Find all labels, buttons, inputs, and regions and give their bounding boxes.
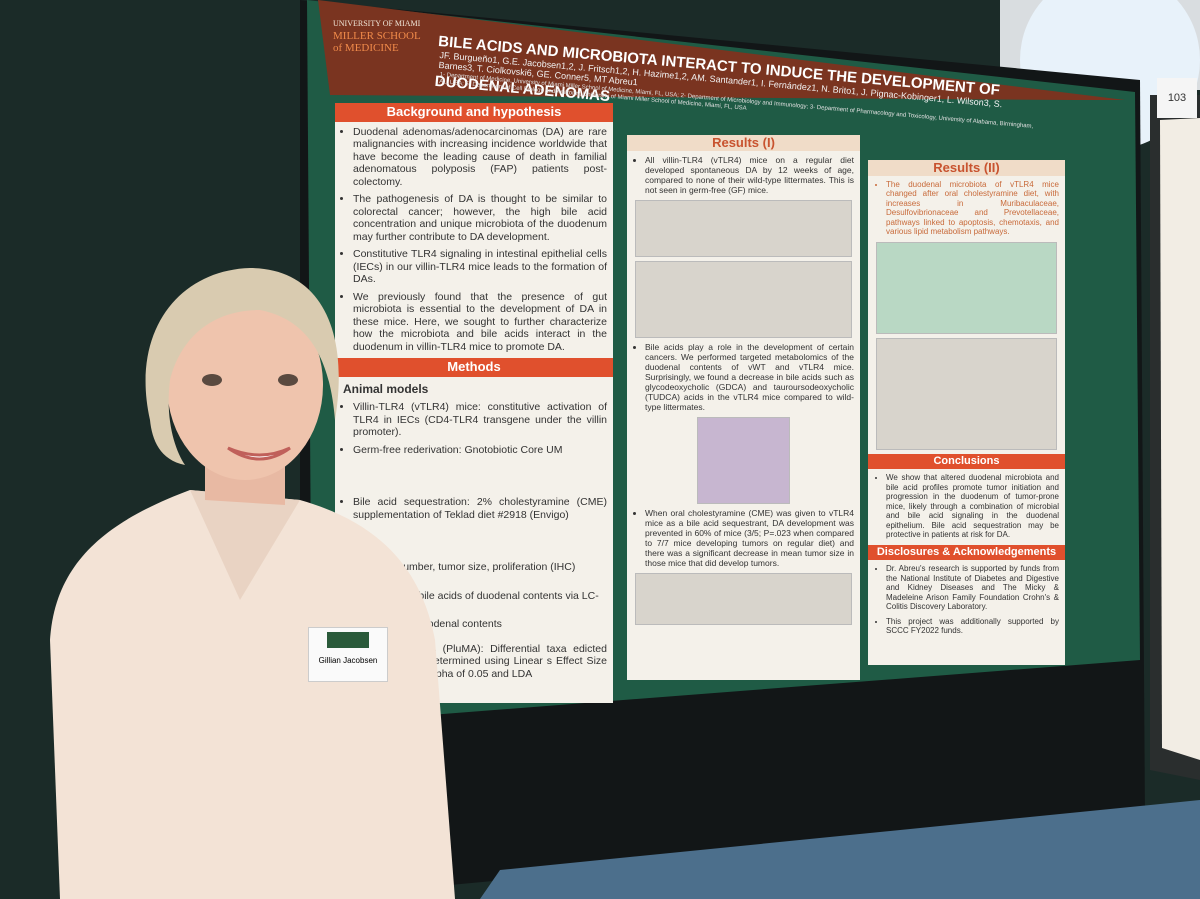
figure	[635, 573, 852, 625]
text: We show that altered duodenal microbiota…	[886, 473, 1059, 540]
figure	[876, 241, 1057, 334]
text: Bile acids play a role in the developmen…	[645, 342, 854, 412]
section-heading: Results (I)	[627, 135, 860, 151]
section-heading: Conclusions	[868, 453, 1065, 469]
text: Germ-free rederivation: Gnotobiotic Core…	[353, 444, 607, 457]
text: The pathogenesis of DA is thought to be …	[353, 193, 607, 243]
figure	[635, 200, 852, 257]
section-heading: Results (II)	[868, 160, 1065, 176]
text: When oral cholestyramine (CME) was given…	[645, 508, 854, 568]
text: nt: tumor number, tumor size, proliferat…	[353, 561, 576, 573]
text: We previously found that the presence of…	[353, 291, 607, 354]
section-heading: Disclosures & Acknowledgements	[868, 544, 1065, 560]
text: Bile acid sequestration: 2% cholestyrami…	[353, 496, 607, 521]
badge-name: Gillian Jacobsen	[318, 656, 378, 665]
text: All villin-TLR4 (vTLR4) mice on a regula…	[645, 155, 854, 195]
text: Villin-TLR4 (vTLR4) mice: constitutive a…	[353, 401, 607, 439]
figure	[876, 337, 1057, 450]
heatmap	[697, 417, 790, 504]
text: Duodenal adenomas/adenocarcinomas (DA) a…	[353, 126, 607, 189]
institution: UNIVERSITY OF MIAMI MILLER SCHOOL of MED…	[333, 19, 421, 54]
text: Dr. Abreu's research is supported by fun…	[886, 564, 1059, 612]
name-badge: Gillian Jacobsen	[308, 627, 388, 682]
middle-column: Results (I) All villin-TLR4 (vTLR4) mice…	[627, 135, 860, 680]
figure	[635, 261, 852, 338]
board-number: 103	[1157, 78, 1197, 118]
text: Constitutive TLR4 signaling in intestina…	[353, 248, 607, 286]
section-heading: Methods	[335, 358, 613, 377]
text: This project was additionally supported …	[886, 617, 1059, 636]
section-heading: Background and hypothesis	[335, 103, 613, 122]
right-column: Results (II) The duodenal microbiota of …	[868, 160, 1065, 665]
subheading: Animal models	[343, 381, 429, 396]
text: The duodenal microbiota of vTLR4 mice ch…	[886, 180, 1059, 237]
